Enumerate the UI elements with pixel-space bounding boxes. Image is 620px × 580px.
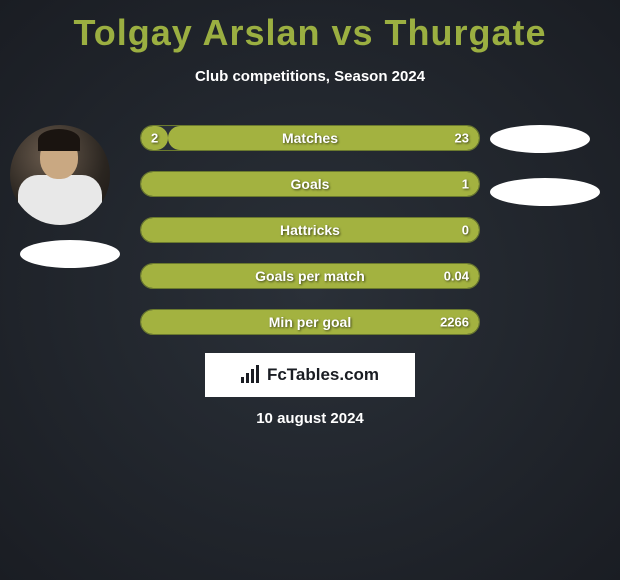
fctables-logo: FcTables.com <box>205 353 415 397</box>
stat-row-goals: Goals 1 <box>140 171 480 197</box>
stat-value-right: 2266 <box>440 315 469 330</box>
stat-row-hattricks: Hattricks 0 <box>140 217 480 243</box>
stat-value-right: 0.04 <box>444 269 469 284</box>
stat-value-left: 2 <box>151 131 158 146</box>
logo-text: FcTables.com <box>267 365 379 385</box>
page-title: Tolgay Arslan vs Thurgate <box>0 0 620 54</box>
stat-value-right: 23 <box>455 131 469 146</box>
stat-label: Goals <box>291 176 330 192</box>
stat-label: Matches <box>282 130 338 146</box>
stat-label: Min per goal <box>269 314 351 330</box>
stat-value-right: 0 <box>462 223 469 238</box>
decorative-ellipse <box>490 178 600 206</box>
decorative-ellipse <box>20 240 120 268</box>
decorative-ellipse <box>490 125 590 153</box>
stat-label: Goals per match <box>255 268 365 284</box>
subtitle: Club competitions, Season 2024 <box>0 68 620 85</box>
stat-row-gpm: Goals per match 0.04 <box>140 263 480 289</box>
stat-row-matches: 2 Matches 23 <box>140 125 480 151</box>
stat-row-mpg: Min per goal 2266 <box>140 309 480 335</box>
chart-icon <box>241 365 263 385</box>
player-left-avatar <box>10 125 110 225</box>
stat-label: Hattricks <box>280 222 340 238</box>
stats-container: 2 Matches 23 Goals 1 Hattricks 0 Goals p… <box>140 125 480 355</box>
stat-value-right: 1 <box>462 177 469 192</box>
date-label: 10 august 2024 <box>256 410 364 427</box>
